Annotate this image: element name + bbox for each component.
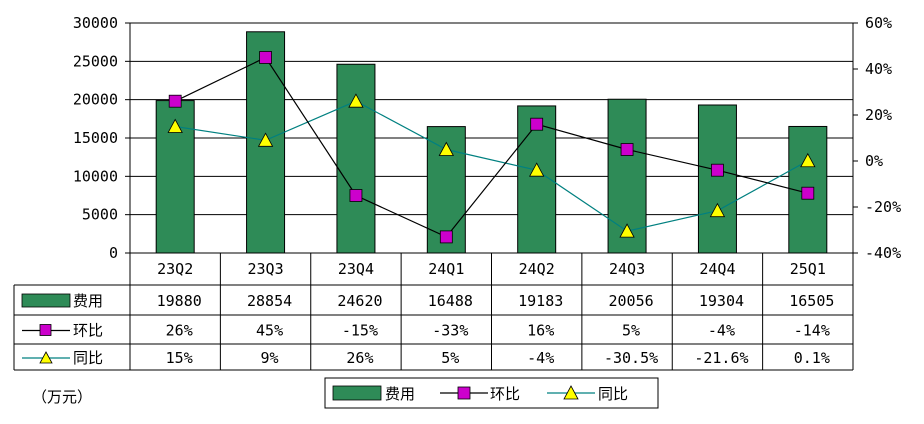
left-tick-label: 25000 bbox=[73, 52, 118, 70]
right-tick-label: 40% bbox=[865, 60, 892, 78]
marker-square-23Q2 bbox=[168, 94, 182, 108]
left-axis: 0 5000 10000 15000 20000 25000 30000 bbox=[73, 14, 130, 262]
right-axis: -40% -20% 0% 20% 40% 60% bbox=[853, 14, 901, 262]
series-name: 费用 bbox=[73, 292, 103, 310]
series-name: 同比 bbox=[73, 349, 103, 367]
category-label: 25Q1 bbox=[790, 260, 826, 278]
marker-square-24Q2 bbox=[530, 117, 544, 131]
gridlines bbox=[129, 22, 854, 254]
marker-square-24Q3 bbox=[620, 143, 634, 156]
legend: 费用 环比 同比 bbox=[324, 377, 659, 409]
marker-square-24Q4 bbox=[711, 163, 724, 177]
right-tick-label: 0% bbox=[865, 152, 883, 170]
table-cell: -4% bbox=[708, 322, 735, 340]
table-cell: 16488 bbox=[428, 292, 473, 310]
table-cell: 0.1% bbox=[794, 349, 830, 367]
table-cell: -14% bbox=[794, 322, 830, 340]
table-cell: 45% bbox=[256, 322, 283, 340]
category-label: 23Q4 bbox=[338, 260, 374, 278]
table-cell: 5% bbox=[441, 349, 459, 367]
table-cell: -30.5% bbox=[604, 349, 658, 367]
table-cell: 19880 bbox=[157, 292, 202, 310]
legend-label: 费用 bbox=[385, 385, 415, 403]
marker-triangle-24Q1 bbox=[438, 141, 454, 156]
right-tick-label: 20% bbox=[865, 106, 892, 124]
data-table: 23Q2 23Q3 23Q4 24Q1 24Q2 24Q3 24Q4 25Q1 费用 19880 2… bbox=[13, 252, 854, 371]
marker-square-25Q1 bbox=[801, 186, 815, 200]
table-cell: 26% bbox=[346, 349, 373, 367]
table-cell: 19304 bbox=[699, 292, 744, 310]
table-cell: -4% bbox=[527, 349, 554, 367]
table-cell: 19183 bbox=[518, 292, 563, 310]
table-cell: 16% bbox=[527, 322, 554, 340]
bar-23Q4 bbox=[336, 63, 376, 254]
right-tick-label: 60% bbox=[865, 14, 892, 32]
category-label: 23Q3 bbox=[248, 260, 284, 278]
marker-triangle-24Q3 bbox=[619, 223, 635, 238]
marker-square-23Q3 bbox=[259, 51, 272, 64]
marker-square-24Q1 bbox=[439, 230, 453, 244]
table-cell: 20056 bbox=[608, 292, 653, 310]
left-tick-label: 5000 bbox=[82, 206, 118, 224]
left-tick-label: 10000 bbox=[73, 167, 118, 185]
marker-triangle-23Q4 bbox=[348, 93, 364, 108]
legend-label: 环比 bbox=[490, 385, 520, 403]
right-tick-label: -20% bbox=[865, 198, 901, 216]
left-tick-label: 15000 bbox=[73, 129, 118, 147]
table-key-triangle-marker bbox=[39, 351, 53, 364]
left-tick-label: 30000 bbox=[73, 14, 118, 32]
marker-triangle-24Q2 bbox=[529, 162, 545, 177]
table-cell: 9% bbox=[261, 349, 279, 367]
line-环比 bbox=[174, 56, 808, 238]
marker-triangle-23Q2 bbox=[167, 118, 183, 133]
marker-square-23Q4 bbox=[349, 189, 363, 202]
category-label: 23Q2 bbox=[157, 260, 193, 278]
marker-triangle-24Q4 bbox=[709, 202, 726, 218]
table-cell: -33% bbox=[432, 322, 468, 340]
legend-key-triangle-marker bbox=[563, 385, 579, 400]
table-key-square-marker bbox=[39, 324, 52, 336]
legend-label: 同比 bbox=[598, 385, 628, 403]
table-cell: -21.6% bbox=[694, 349, 748, 367]
series-name: 环比 bbox=[73, 322, 103, 340]
category-label: 24Q1 bbox=[428, 260, 464, 278]
table-cell: 28854 bbox=[247, 292, 292, 310]
table-cell: 26% bbox=[166, 322, 193, 340]
marker-triangle-23Q3 bbox=[257, 132, 274, 147]
right-tick-label: -40% bbox=[865, 244, 901, 262]
table-cell: 24620 bbox=[337, 292, 382, 310]
category-label: 24Q4 bbox=[699, 260, 735, 278]
table-key-bar bbox=[21, 293, 71, 308]
table-cell: 16505 bbox=[789, 292, 834, 310]
category-label: 24Q2 bbox=[519, 260, 555, 278]
bar-series bbox=[155, 31, 828, 254]
table-cell: -15% bbox=[342, 322, 378, 340]
legend-key-bar bbox=[332, 385, 382, 401]
left-tick-label: 0 bbox=[109, 244, 118, 262]
line-series bbox=[167, 51, 816, 244]
bar-24Q4 bbox=[697, 104, 737, 254]
table-cell: 15% bbox=[166, 349, 193, 367]
line-同比 bbox=[175, 100, 809, 232]
legend-key-square-marker bbox=[457, 386, 471, 400]
marker-triangle-25Q1 bbox=[800, 152, 816, 168]
category-label: 24Q3 bbox=[609, 260, 645, 278]
left-tick-label: 20000 bbox=[73, 91, 118, 109]
table-cell: 5% bbox=[622, 322, 640, 340]
unit-note: （万元） bbox=[32, 388, 92, 406]
